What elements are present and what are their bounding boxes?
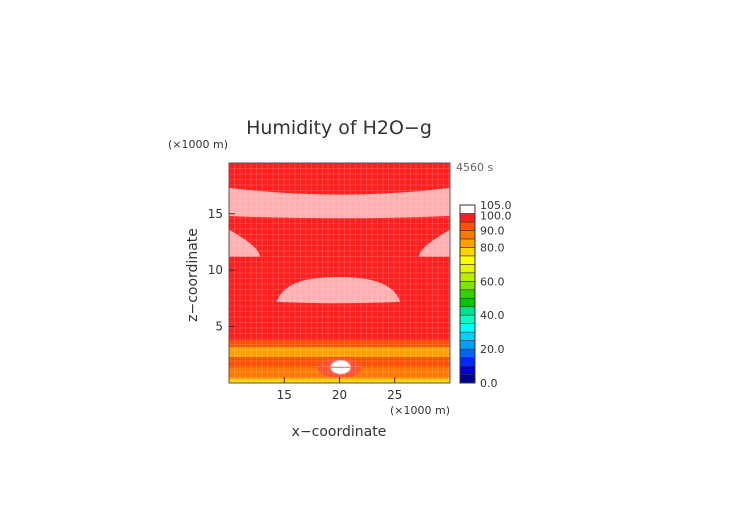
colorbar-tick-label: 60.0 bbox=[480, 275, 505, 288]
x-tick-label: 20 bbox=[332, 388, 347, 402]
colorbar-swatch bbox=[459, 221, 476, 231]
y-axis: 5 10 15 bbox=[208, 207, 235, 334]
colorbar-swatch bbox=[459, 264, 476, 274]
colorbar-tick-label: 20.0 bbox=[480, 343, 505, 356]
low-level-band bbox=[229, 346, 450, 358]
colorbar-swatch bbox=[459, 374, 476, 384]
x-unit-label: (×1000 m) bbox=[390, 404, 450, 417]
colorbar-frame bbox=[459, 204, 476, 384]
colorbar-tick-label: 100.0 bbox=[480, 209, 512, 222]
x-axis-label: x−coordinate bbox=[292, 424, 387, 440]
colorbar-swatch bbox=[459, 357, 476, 367]
low-level-band bbox=[229, 340, 450, 347]
y-axis-label: z−coordinate bbox=[185, 228, 201, 322]
chart-title: Humidity of H2O−g bbox=[246, 117, 432, 139]
colorbar-swatch bbox=[459, 289, 476, 299]
time-label: 4560 s bbox=[456, 161, 493, 174]
colorbar-swatch bbox=[459, 340, 476, 350]
colorbar-tick-label: 105.0 bbox=[480, 199, 512, 212]
colorbar-swatch bbox=[459, 238, 476, 248]
colorbar-swatch bbox=[459, 247, 476, 257]
colorbar-swatch bbox=[459, 280, 476, 291]
y-tick-label: 10 bbox=[208, 263, 223, 277]
colorbar-swatch bbox=[459, 306, 476, 316]
colorbar-tick-label: 90.0 bbox=[480, 224, 505, 237]
colorbar-swatch bbox=[459, 314, 476, 324]
saturated-region bbox=[229, 187, 450, 219]
y-unit-label: (×1000 m) bbox=[168, 138, 228, 151]
colorbar-swatch bbox=[459, 365, 476, 375]
colorbar-tick-label: 40.0 bbox=[480, 309, 505, 322]
x-tick-label: 25 bbox=[387, 388, 402, 402]
colorbar-swatch bbox=[459, 323, 476, 333]
y-tick-label: 15 bbox=[208, 207, 223, 221]
colorbar-swatch bbox=[459, 331, 476, 341]
colorbar-tick-label: 0.0 bbox=[480, 377, 498, 390]
colorbar-swatch bbox=[459, 255, 476, 265]
x-axis: 15 20 25 bbox=[277, 377, 402, 402]
y-tick-label: 5 bbox=[215, 320, 223, 334]
saturated-region bbox=[276, 276, 401, 304]
plot-area bbox=[228, 162, 451, 384]
saturated-region bbox=[419, 229, 450, 257]
colorbar-swatch bbox=[459, 297, 476, 308]
colorbar-swatch bbox=[459, 272, 476, 282]
colorbar-swatch bbox=[459, 348, 476, 358]
colorbar-swatch bbox=[459, 204, 476, 214]
colorbar-swatch bbox=[459, 213, 476, 223]
colorbar-tick-label: 80.0 bbox=[480, 241, 505, 254]
saturated-region bbox=[229, 229, 260, 257]
colorbar-swatch bbox=[459, 230, 476, 240]
x-tick-label: 15 bbox=[277, 388, 292, 402]
